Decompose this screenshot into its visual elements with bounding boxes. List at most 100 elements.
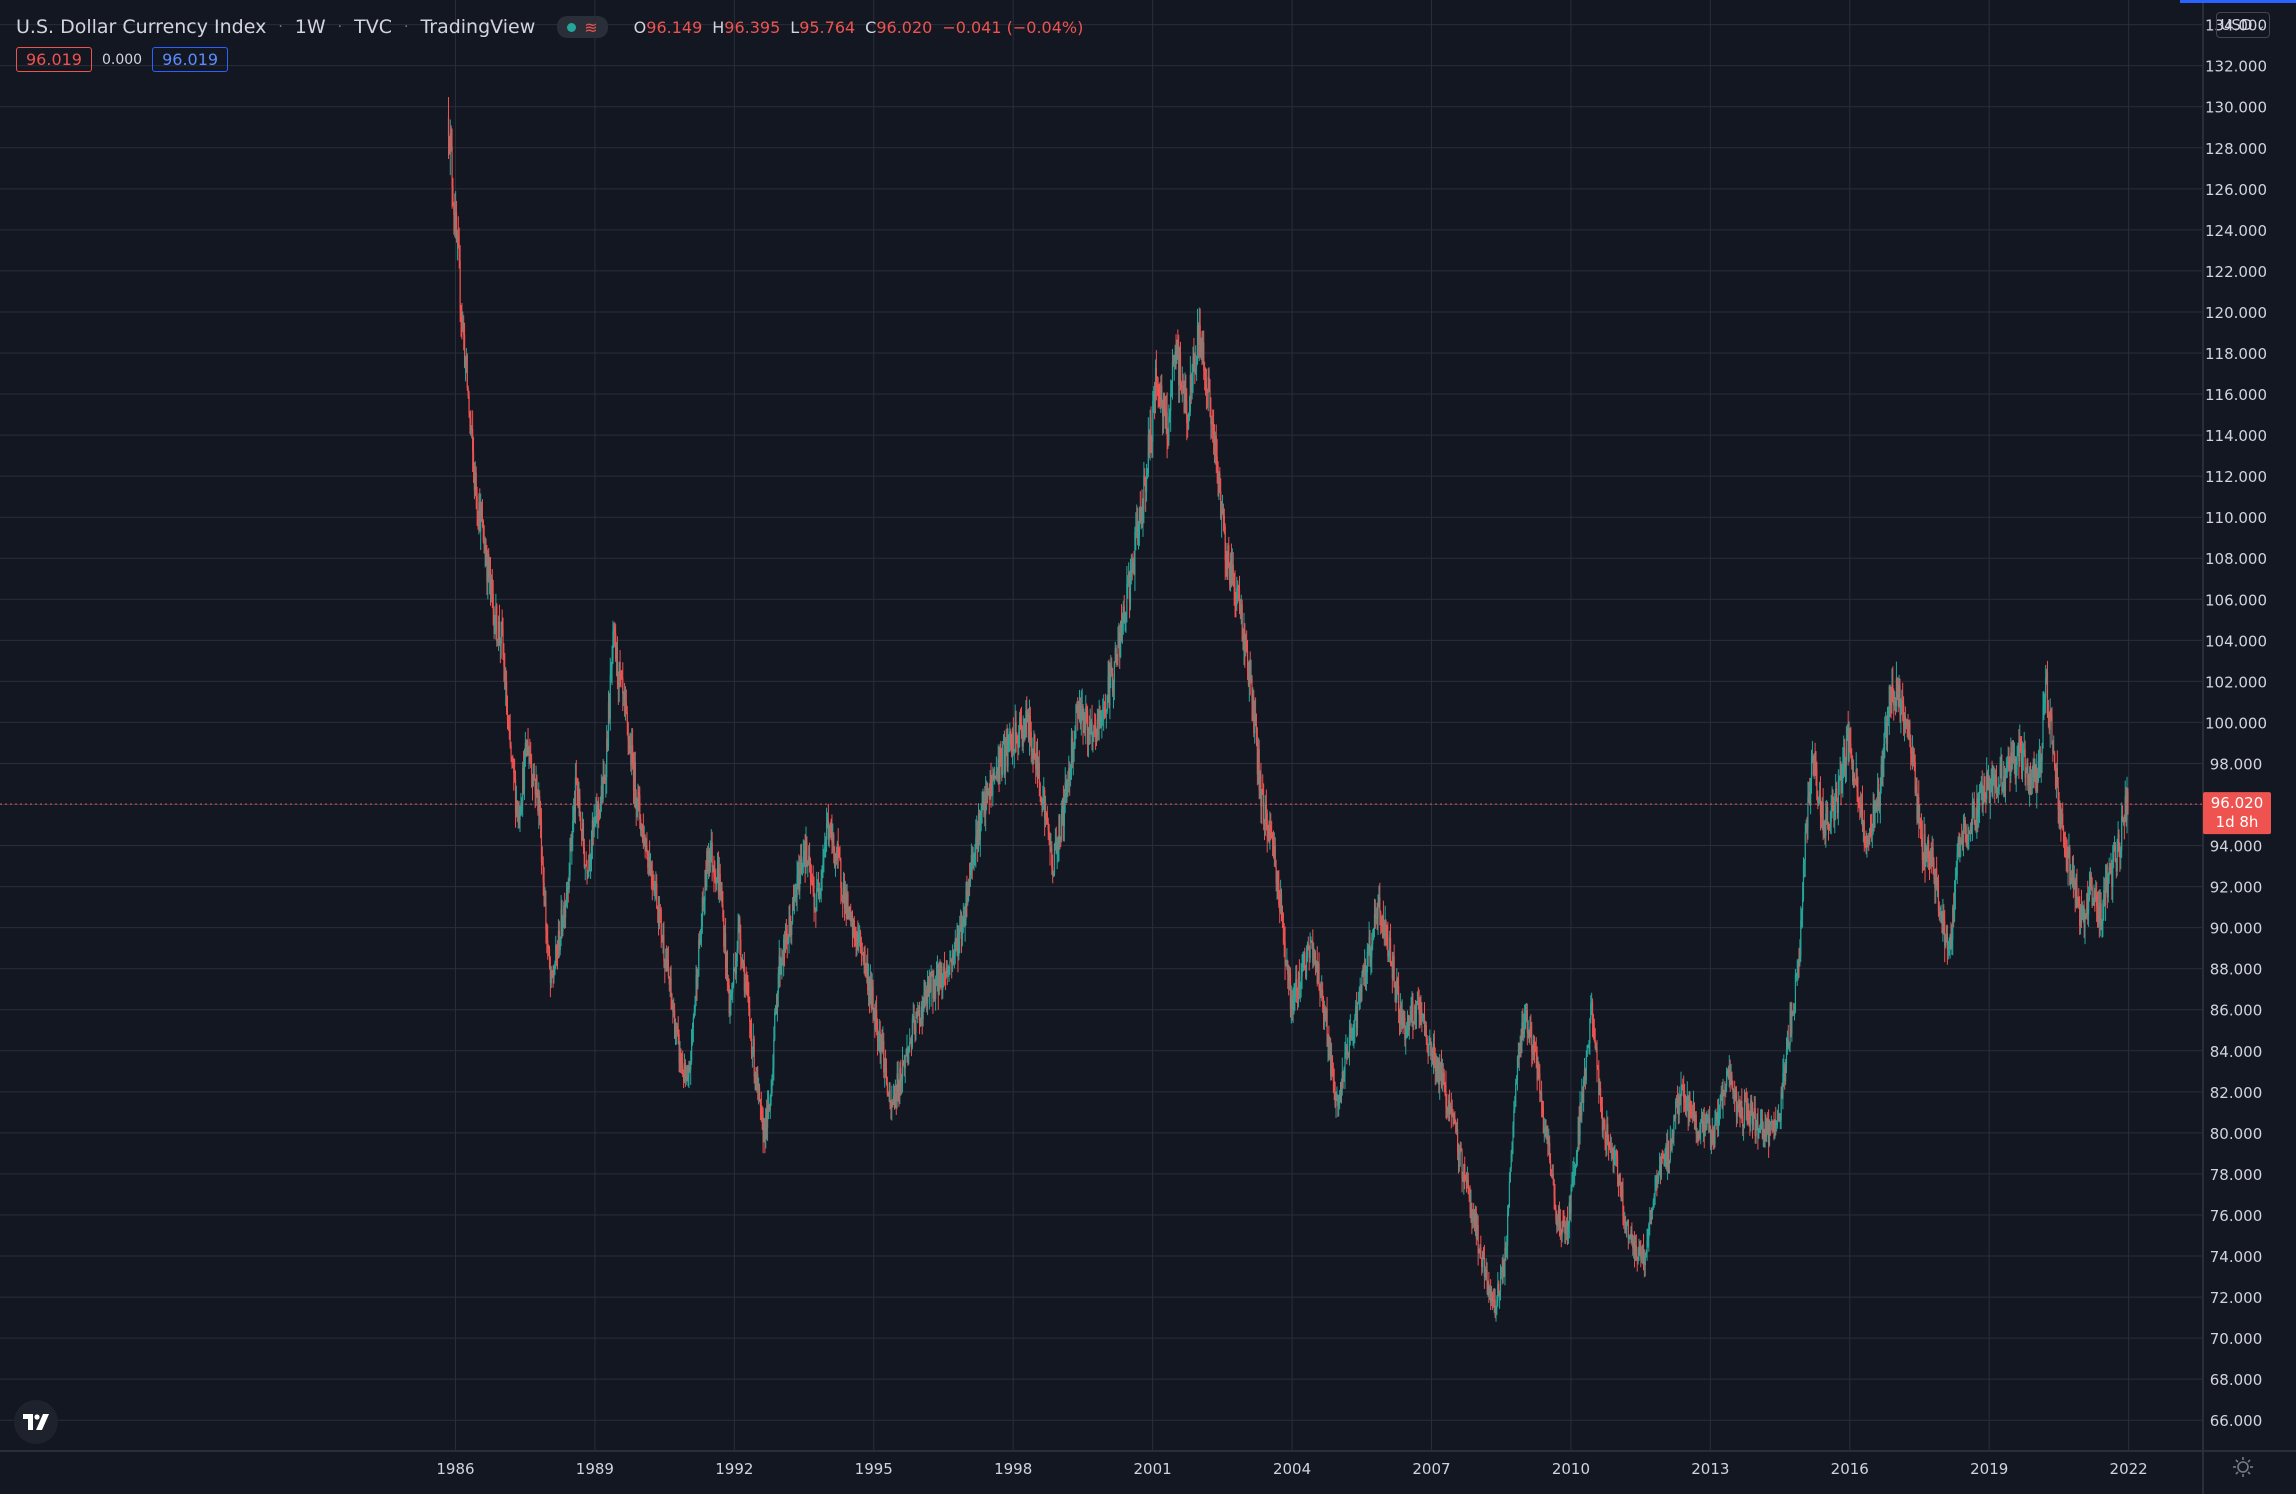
gear-icon[interactable]	[2228, 1452, 2258, 1482]
candle-body	[1666, 1146, 1668, 1169]
candle-body	[1746, 1106, 1748, 1123]
candle-body	[1309, 942, 1311, 958]
candle-body	[1680, 1085, 1682, 1105]
candle-body	[1332, 1070, 1334, 1081]
candle-body	[1127, 576, 1129, 584]
candle-body	[1439, 1067, 1441, 1085]
candle-body	[507, 720, 509, 727]
candle-body	[1988, 777, 1990, 803]
candle-body	[1820, 815, 1822, 818]
candle-body	[688, 1066, 690, 1078]
tradingview-logo-icon[interactable]	[14, 1400, 58, 1444]
candle-body	[1740, 1100, 1742, 1118]
candle-body	[766, 1108, 768, 1128]
indicator-value-right[interactable]: 96.019	[152, 47, 229, 72]
candle-body	[1388, 952, 1390, 957]
candle-body	[1876, 803, 1878, 807]
candle-body	[764, 1123, 766, 1140]
candle-body	[512, 757, 514, 760]
candle-body	[1821, 802, 1823, 818]
data-source-label: TradingView	[420, 16, 536, 38]
candle-body	[1703, 1121, 1705, 1137]
market-status-icon[interactable]: ≋	[557, 16, 608, 38]
candle-body	[1583, 1069, 1586, 1081]
candle-body	[1839, 769, 1841, 779]
candle-body	[726, 951, 728, 979]
candle-body	[1380, 911, 1382, 919]
interval-label[interactable]: 1W	[294, 16, 326, 38]
candle-body	[1989, 779, 1991, 803]
candle-body	[698, 939, 700, 976]
candle-body	[1392, 956, 1394, 979]
candle-body	[1941, 912, 1943, 933]
candle-body	[873, 1008, 875, 1012]
candle-body	[2012, 756, 2014, 763]
candle-body	[1569, 1202, 1571, 1214]
indicator-value-left[interactable]: 96.019	[16, 47, 92, 72]
candle-body	[577, 790, 579, 802]
candle-body	[461, 314, 463, 324]
candle-body	[1228, 545, 1230, 567]
indicator-legend[interactable]: 96.019 0.000 96.019	[16, 47, 229, 72]
candle-body	[1394, 984, 1396, 988]
candle-body	[1224, 526, 1226, 561]
candle-body	[1023, 729, 1025, 739]
candle-body	[1823, 828, 1825, 834]
candle-body	[665, 959, 668, 971]
candle-body	[1400, 1005, 1402, 1026]
candle-body	[751, 1052, 753, 1054]
candle-body	[1053, 844, 1056, 874]
candle-body	[509, 730, 511, 746]
candle-body	[1162, 406, 1164, 417]
candle-body	[642, 826, 644, 845]
candle-body	[1940, 912, 1942, 915]
candle-body	[2079, 906, 2082, 926]
candle-body	[775, 1005, 777, 1012]
candle-body	[1423, 1014, 1426, 1028]
candle-body	[1216, 456, 1218, 466]
candle-body	[1141, 507, 1143, 521]
candle-body	[1420, 1006, 1422, 1012]
candle-body	[455, 212, 457, 232]
candle-body	[932, 974, 934, 999]
candle-body	[1475, 1212, 1477, 1239]
candle-body	[1583, 1080, 1585, 1103]
candle-body	[1303, 952, 1305, 964]
candle-body	[2060, 806, 2062, 825]
candle-body	[1733, 1090, 1735, 1093]
candle-body	[861, 953, 863, 955]
candle-body	[1072, 747, 1074, 763]
candle-body	[1066, 782, 1068, 797]
candle-body	[639, 795, 641, 819]
candle-body	[1745, 1100, 1747, 1107]
time-axis[interactable]: 1986 1989 1992 1995 1998 2001 2004 2007 2010 2013…	[436, 1460, 2147, 1478]
symbol-name[interactable]: U.S. Dollar Currency Index	[16, 16, 267, 38]
candle-body	[947, 972, 949, 974]
candle-body	[2072, 869, 2075, 889]
price-axis[interactable]: 134.000132.000130.000128.000126.000124.0…	[2205, 17, 2267, 1431]
candle-body	[1920, 828, 1923, 838]
candle-body	[1977, 798, 1979, 818]
candle-body	[1957, 839, 1959, 853]
candle-body	[1008, 742, 1010, 745]
candle-body	[1378, 897, 1380, 903]
currency-selector[interactable]: USD ⌄	[2216, 12, 2270, 38]
candle-body	[1539, 1073, 1541, 1094]
candle-body	[1834, 802, 1836, 821]
candle-body	[1859, 803, 1861, 809]
candle-body	[709, 852, 711, 862]
candle-body	[1189, 374, 1191, 412]
candle-body	[1969, 832, 1971, 834]
candle-body	[1979, 791, 1982, 793]
candle-body	[1572, 1174, 1574, 1180]
candle-body	[1893, 692, 1895, 706]
candle-body	[1469, 1198, 1471, 1211]
candle-body	[1868, 841, 1870, 845]
series-legend[interactable]: U.S. Dollar Currency Index · 1W · TVC · …	[16, 12, 1083, 42]
candle-body	[1766, 1118, 1768, 1137]
candle-body	[630, 745, 632, 766]
candle-body	[1799, 955, 1801, 964]
candle-body	[1458, 1153, 1460, 1161]
